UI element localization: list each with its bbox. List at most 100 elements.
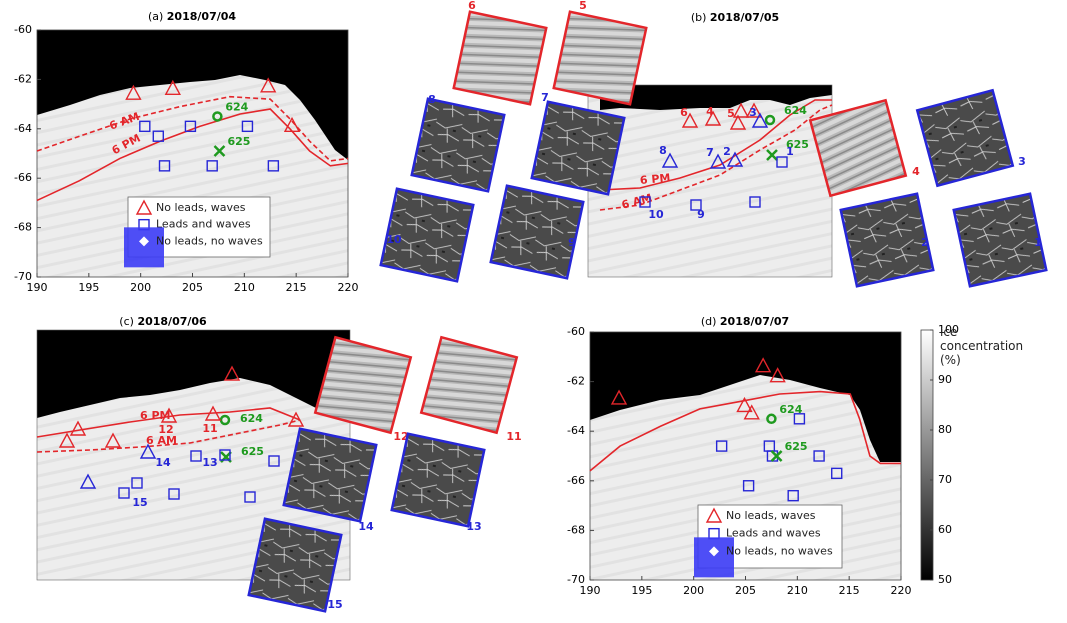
x-tick-label: 210 bbox=[787, 584, 808, 597]
sar-inset bbox=[421, 337, 517, 433]
inset-label: 7 bbox=[541, 91, 549, 104]
site-label: 5 bbox=[727, 107, 735, 120]
colorbar-label: ice concentration (%) bbox=[940, 325, 1020, 367]
sar-inset bbox=[554, 12, 647, 105]
buoy-label: 624 bbox=[225, 100, 248, 113]
site-label: 11 bbox=[202, 422, 217, 435]
colorbar-tick-label: 60 bbox=[938, 523, 952, 536]
site-label: 15 bbox=[132, 496, 147, 509]
x-tick-label: 195 bbox=[631, 584, 652, 597]
sar-inset bbox=[284, 429, 377, 522]
y-tick-label: -66 bbox=[567, 474, 585, 487]
inset-label: 10 bbox=[386, 233, 402, 246]
inset-label: 6 bbox=[468, 0, 476, 12]
inset-label: 11 bbox=[506, 430, 521, 443]
inset-label: 8 bbox=[428, 93, 436, 106]
title-prefix: (c) bbox=[119, 315, 134, 328]
sar-image bbox=[841, 194, 934, 287]
x-tick-label: 195 bbox=[78, 281, 99, 294]
inset-label: 2 bbox=[921, 236, 929, 249]
y-tick-label: -68 bbox=[567, 523, 585, 536]
x-tick-label: 200 bbox=[130, 281, 151, 294]
sar-image bbox=[392, 434, 485, 527]
buoy-label: 625 bbox=[785, 440, 808, 453]
y-tick-label: -62 bbox=[14, 72, 32, 85]
y-tick-label: -70 bbox=[14, 270, 32, 283]
inset-label: 9 bbox=[568, 236, 576, 249]
site-label: 1 bbox=[786, 145, 794, 158]
sar-image bbox=[284, 429, 377, 522]
site-label: 7 bbox=[706, 146, 714, 159]
title-date: 2018/07/07 bbox=[720, 315, 789, 328]
inset-label: 14 bbox=[358, 520, 374, 533]
y-tick-label: -62 bbox=[567, 375, 585, 388]
site-label: 12 bbox=[158, 423, 173, 436]
legend-label: Leads and waves bbox=[156, 218, 251, 231]
site-label: 4 bbox=[706, 105, 714, 118]
site-label: 8 bbox=[659, 144, 667, 157]
site-label: 14 bbox=[155, 456, 171, 469]
x-tick-label: 205 bbox=[735, 584, 756, 597]
legend-label: No leads, waves bbox=[156, 201, 246, 214]
buoy-label: 624 bbox=[784, 104, 807, 117]
buoy-label: 625 bbox=[241, 445, 264, 458]
sar-inset bbox=[917, 90, 1013, 186]
panel-title: (b) 2018/07/05 bbox=[691, 11, 779, 24]
x-tick-label: 210 bbox=[234, 281, 255, 294]
legend-label: No leads, no waves bbox=[156, 234, 263, 247]
sar-inset bbox=[412, 99, 505, 192]
site-label: 10 bbox=[648, 208, 664, 221]
title-prefix: (a) bbox=[148, 10, 163, 23]
colorbar-tick-label: 70 bbox=[938, 473, 952, 486]
y-tick-label: -60 bbox=[14, 23, 32, 36]
panel-title: (a) 2018/07/04 bbox=[148, 10, 236, 23]
colorbar-tick-label: 50 bbox=[938, 573, 952, 586]
sar-image bbox=[917, 90, 1013, 186]
site-label: 13 bbox=[202, 456, 217, 469]
inset-label: 15 bbox=[327, 598, 342, 611]
title-date: 2018/07/04 bbox=[167, 10, 237, 23]
sar-image bbox=[412, 99, 505, 192]
title-prefix: (b) bbox=[691, 11, 707, 24]
panel-title: (c) 2018/07/06 bbox=[119, 315, 207, 328]
sar-inset bbox=[454, 12, 547, 105]
panel-title: (d) 2018/07/07 bbox=[701, 315, 789, 328]
sar-image bbox=[554, 12, 647, 105]
chart: (a) 2018/07/04190195200205210215220-70-6… bbox=[0, 0, 1067, 623]
sar-image bbox=[454, 12, 547, 105]
colorbar-tick-label: 90 bbox=[938, 373, 952, 386]
y-tick-label: -64 bbox=[567, 424, 585, 437]
sar-inset bbox=[491, 186, 584, 279]
x-tick-label: 215 bbox=[839, 584, 860, 597]
buoy-label: 624 bbox=[779, 403, 802, 416]
inset-label: 13 bbox=[466, 520, 481, 533]
sar-inset bbox=[954, 194, 1047, 287]
figure: (a) 2018/07/04190195200205210215220-70-6… bbox=[0, 0, 1067, 623]
x-tick-label: 205 bbox=[182, 281, 203, 294]
site-label: 3 bbox=[749, 106, 757, 119]
sar-image bbox=[491, 186, 584, 279]
inset-label: 5 bbox=[579, 0, 587, 12]
legend-label: No leads, no waves bbox=[726, 544, 833, 557]
sar-inset bbox=[392, 434, 485, 527]
inset-label: 1 bbox=[1034, 236, 1042, 249]
buoy-label: 625 bbox=[227, 135, 250, 148]
buoy-label: 624 bbox=[240, 412, 263, 425]
y-tick-label: -64 bbox=[14, 122, 32, 135]
colorbar bbox=[921, 330, 933, 580]
y-tick-label: -70 bbox=[567, 573, 585, 586]
title-date: 2018/07/06 bbox=[137, 315, 207, 328]
sar-image bbox=[421, 337, 517, 433]
site-label: 9 bbox=[697, 208, 705, 221]
legend-label: Leads and waves bbox=[726, 527, 821, 540]
site-label: 6 bbox=[680, 106, 688, 119]
site-label: 2 bbox=[723, 145, 731, 158]
line-label: 6 PM bbox=[639, 171, 671, 187]
colorbar-tick-label: 80 bbox=[938, 423, 952, 436]
title-prefix: (d) bbox=[701, 315, 717, 328]
sar-image bbox=[954, 194, 1047, 287]
sar-image bbox=[532, 102, 625, 195]
x-tick-label: 220 bbox=[338, 281, 359, 294]
sar-inset bbox=[841, 194, 934, 287]
x-tick-label: 200 bbox=[683, 584, 704, 597]
